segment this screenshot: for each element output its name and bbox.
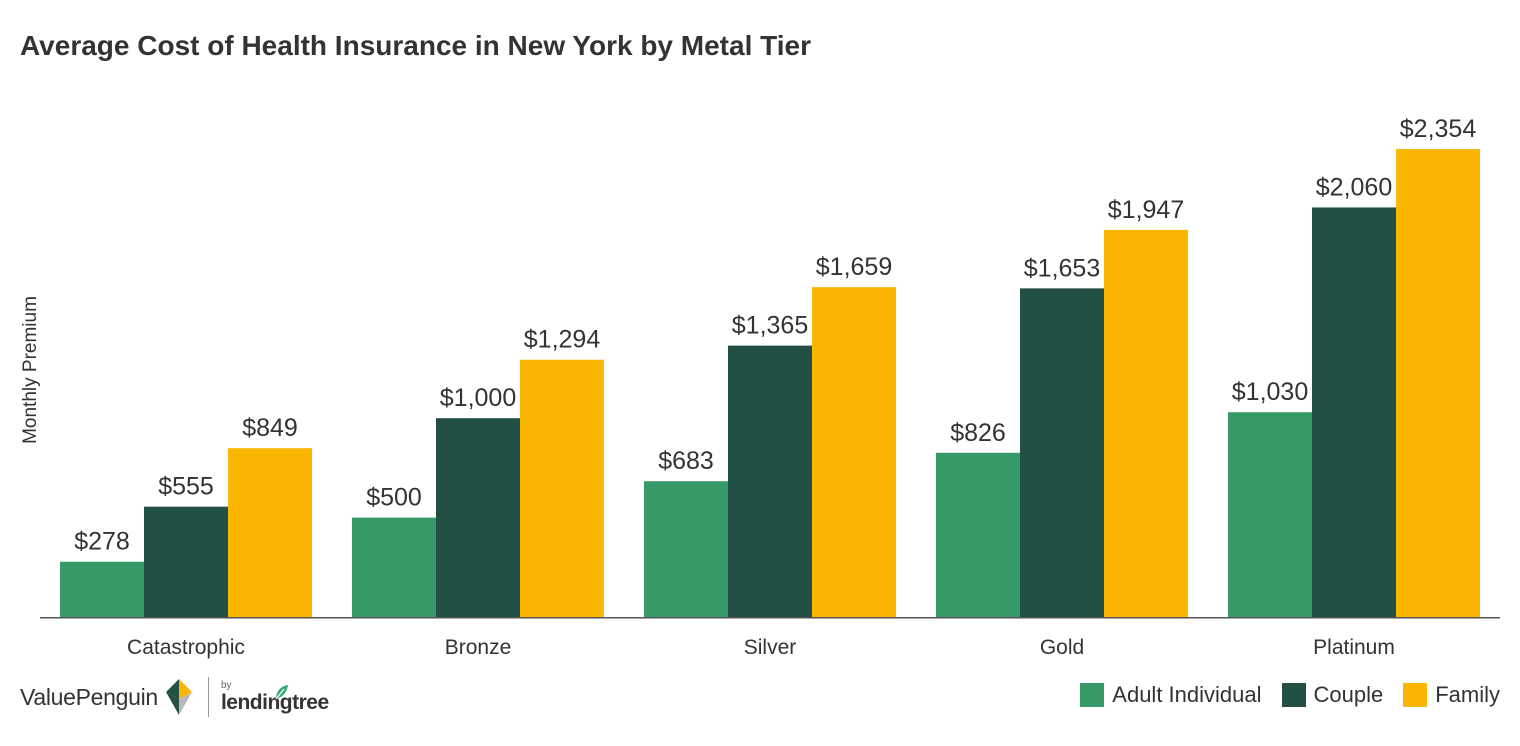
bar-gold-family — [1104, 229, 1188, 617]
brand-separator — [207, 677, 209, 717]
bar-silver-couple — [728, 345, 812, 617]
bar-catastrophic-adult-individual — [60, 561, 144, 617]
legend: Adult Individual Couple Family — [1080, 682, 1500, 708]
legend-item-couple: Couple — [1281, 682, 1384, 708]
bar-silver-adult-individual — [644, 481, 728, 617]
value-labels-group: $278 $555 $849 $500 $1,000 $1,294 $683 $1,365 $1… — [74, 115, 1476, 556]
value-label: $1,659 — [816, 253, 892, 281]
value-label: $1,294 — [524, 326, 601, 354]
valuepenguin-wordmark: ValuePenguin — [20, 683, 158, 710]
category-label-catastrophic: Catastrophic — [127, 636, 245, 659]
valuepenguin-logo-icon — [165, 679, 192, 715]
bar-catastrophic-couple — [144, 506, 228, 617]
category-label-silver: Silver — [744, 636, 797, 659]
chart-title: Average Cost of Health Insurance in New … — [20, 30, 811, 61]
legend-item-family: Family — [1403, 682, 1500, 708]
value-label: $683 — [658, 447, 714, 475]
value-label: $500 — [366, 484, 422, 512]
value-label: $555 — [158, 473, 214, 501]
leaf-icon — [275, 684, 288, 699]
value-label: $1,653 — [1024, 254, 1100, 282]
legend-swatch-family — [1403, 683, 1428, 707]
by-text: by — [220, 679, 232, 691]
value-label: $1,365 — [732, 312, 808, 340]
bar-platinum-couple — [1312, 207, 1396, 617]
category-label-bronze: Bronze — [445, 636, 512, 659]
value-label: $1,947 — [1108, 196, 1184, 224]
bar-gold-adult-individual — [936, 452, 1020, 617]
value-label: $849 — [242, 414, 298, 442]
value-label: $2,354 — [1400, 115, 1477, 143]
bar-bronze-adult-individual — [352, 517, 436, 617]
legend-label: Adult Individual — [1112, 682, 1262, 707]
bar-gold-couple — [1020, 288, 1104, 617]
value-label: $2,060 — [1316, 173, 1392, 201]
bars-group — [60, 149, 1480, 617]
value-label: $826 — [950, 419, 1006, 447]
bar-bronze-couple — [436, 418, 520, 617]
legend-label: Family — [1435, 682, 1500, 707]
lendingtree-logo: by lendingtree — [220, 679, 329, 714]
bar-bronze-family — [520, 359, 604, 617]
legend-swatch-couple — [1281, 683, 1306, 707]
value-label: $1,000 — [440, 384, 516, 412]
category-label-platinum: Platinum — [1313, 636, 1395, 659]
value-label: $278 — [74, 528, 130, 556]
value-label: $1,030 — [1232, 378, 1308, 406]
lendingtree-wordmark: lendingtree — [220, 690, 329, 714]
bar-platinum-family — [1396, 149, 1480, 617]
category-label-gold: Gold — [1040, 636, 1084, 659]
legend-swatch-adult-individual — [1080, 683, 1105, 707]
bar-platinum-adult-individual — [1228, 412, 1312, 617]
brand-footer: ValuePenguin by lendingtree — [20, 672, 329, 722]
y-axis-label: Monthly Premium — [20, 296, 41, 444]
legend-item-adult-individual: Adult Individual — [1080, 682, 1262, 708]
bar-silver-family — [812, 287, 896, 617]
category-labels-group: Catastrophic Bronze Silver Gold Platinum — [127, 636, 1395, 659]
legend-label: Couple — [1313, 682, 1384, 707]
bar-catastrophic-family — [228, 448, 312, 617]
